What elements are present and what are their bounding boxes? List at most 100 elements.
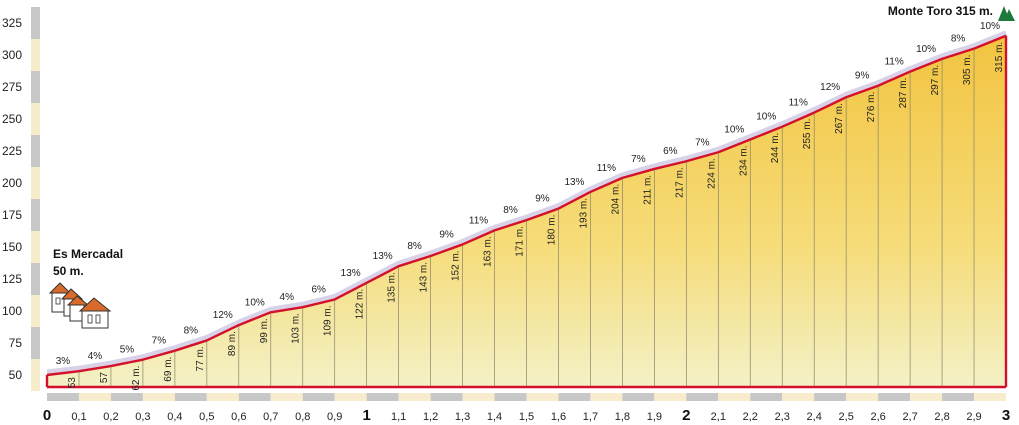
x-band-segment [942, 393, 975, 401]
gradient-label: 13% [373, 251, 393, 262]
gradient-label: 9% [439, 229, 454, 240]
gradient-label: 11% [884, 57, 903, 68]
y-band-segment [31, 7, 40, 39]
gradient-label: 8% [503, 205, 518, 216]
x-band-segment [974, 393, 1006, 401]
x-band-segment [910, 393, 943, 401]
gradient-label: 4% [280, 292, 295, 303]
x-tick-label: 2,7 [902, 411, 917, 423]
x-band-segment [494, 393, 527, 401]
x-band-segment [270, 393, 303, 401]
elevation-label: 193 m. [578, 198, 589, 229]
x-tick-label: 2,3 [775, 411, 790, 423]
gradient-label: 11% [469, 215, 488, 226]
x-band-segment [526, 393, 559, 401]
gradient-labels: 3% 4% 5% 7% 8% 12% 10% 4% 6% 13% 13% 8% 9% 11% 8% 9% 13%… [56, 21, 1000, 367]
summit-label: Monte Toro 315 m. [888, 4, 993, 18]
elevation-label: 143 m. [419, 262, 430, 293]
gradient-label: 11% [789, 98, 808, 109]
elevation-label: 89 m. [227, 331, 238, 356]
elevation-label: 152 m. [451, 250, 462, 281]
gradient-label: 9% [855, 71, 870, 82]
gradient-label: 11% [597, 163, 616, 174]
start-name-label: Es Mercadal [53, 247, 123, 261]
gradient-label: 5% [120, 345, 135, 356]
gradient-label: 8% [407, 241, 422, 252]
gradient-label: 12% [213, 310, 233, 321]
x-tick-label: 0,7 [263, 411, 278, 423]
x-band-segment [110, 393, 143, 401]
elevation-label: 255 m. [802, 119, 813, 150]
y-tick-label: 275 [2, 80, 22, 94]
x-band-segment [878, 393, 911, 401]
elevation-label: 103 m. [291, 313, 302, 344]
elevation-label: 211 m. [642, 175, 653, 205]
x-tick-label: 1,3 [455, 411, 470, 423]
y-band-segment [31, 167, 40, 199]
x-band-segment [814, 393, 847, 401]
y-tick-label: 125 [2, 272, 22, 286]
gradient-label: 12% [820, 82, 840, 93]
elevation-label: 297 m. [930, 65, 941, 96]
gradient-label: 10% [756, 112, 776, 123]
x-band-segment [366, 393, 399, 401]
x-band-segment [622, 393, 655, 401]
x-band-segment [686, 393, 719, 401]
x-tick-label: 1,5 [519, 411, 534, 423]
segment-dividers [78, 49, 975, 386]
elevation-label: 163 m. [483, 236, 494, 267]
y-band-segment [31, 39, 40, 71]
elevation-label: 244 m. [770, 133, 781, 164]
x-tick-label: 0,4 [167, 411, 182, 423]
y-tick-label: 300 [2, 48, 22, 62]
x-band-segment [302, 393, 335, 401]
x-tick-label: 2,2 [743, 411, 758, 423]
y-axis-band [31, 7, 40, 391]
x-tick-label: 1 [362, 407, 370, 424]
y-tick-label: 200 [2, 176, 22, 190]
elevation-label: 122 m. [355, 289, 366, 320]
x-tick-label: 1,7 [583, 411, 598, 423]
x-band-segment [174, 393, 207, 401]
elevation-label: 204 m. [610, 184, 621, 215]
gradient-label: 7% [631, 154, 646, 165]
x-tick-label: 2,9 [966, 411, 981, 423]
y-tick-label: 75 [9, 336, 23, 350]
elevation-label: 53 [67, 377, 78, 389]
x-tick-label: 1,4 [487, 411, 502, 423]
x-band-segment [430, 393, 463, 401]
gradient-label: 13% [341, 268, 361, 279]
y-band-segment [31, 231, 40, 263]
y-axis-ticks: 50 75 100 125 150 175 200 225 250 275 300 325 [2, 16, 22, 382]
y-tick-label: 325 [2, 16, 22, 30]
elevation-labels: 53 57 62 m. 69 m. 77 m. 89 m. 99 m. 103 m. 109 m… [67, 42, 1005, 391]
x-band-segment [654, 393, 687, 401]
x-band-segment [238, 393, 271, 401]
x-band-segment [142, 393, 175, 401]
x-band-segment [782, 393, 815, 401]
elevation-label: 217 m. [674, 167, 685, 198]
x-tick-label: 2,1 [711, 411, 726, 423]
x-tick-label: 0,8 [295, 411, 310, 423]
elevation-label: 62 m. [131, 366, 142, 391]
elevation-label: 99 m. [259, 318, 270, 343]
gradient-label: 3% [56, 356, 71, 367]
profile-area [45, 30, 1008, 389]
gradient-label: 13% [564, 177, 584, 188]
x-tick-label: 0,5 [199, 411, 214, 423]
x-tick-label: 2 [682, 407, 690, 424]
gradient-label: 10% [916, 44, 936, 55]
x-band-segment [334, 393, 367, 401]
x-axis-ticks: 0 0,1 0,2 0,3 0,4 0,5 0,6 0,7 0,8 0,9 1 1,1 1,2 1,3 1,… [43, 407, 1010, 424]
x-band-segment [462, 393, 495, 401]
x-tick-label: 0,3 [135, 411, 150, 423]
y-tick-label: 250 [2, 112, 22, 126]
x-band-segment [558, 393, 591, 401]
elevation-label: 305 m. [962, 55, 973, 86]
y-band-segment [31, 327, 40, 359]
x-tick-label: 0,2 [103, 411, 118, 423]
profile-line [46, 34, 1007, 377]
elevation-label: 276 m. [866, 92, 877, 123]
x-tick-label: 1,9 [647, 411, 662, 423]
